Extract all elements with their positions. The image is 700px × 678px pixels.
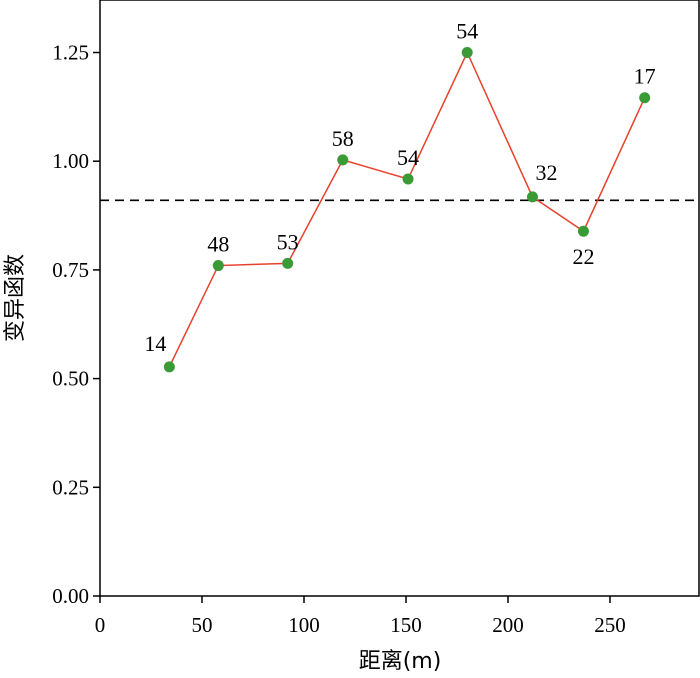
- x-axis-ticks: 0 50 100 150 200 250: [95, 596, 626, 637]
- x-tick-label: 200: [492, 613, 524, 637]
- y-tick-label: 0.00: [52, 584, 89, 608]
- plot-frame: [99, 0, 700, 597]
- data-label: 17: [634, 64, 656, 89]
- data-label: 54: [456, 19, 478, 44]
- data-point: [526, 191, 538, 203]
- data-label: 54: [397, 145, 419, 170]
- x-tick-label: 50: [192, 613, 213, 637]
- x-tick-label: 0: [95, 613, 106, 637]
- data-point: [577, 225, 589, 237]
- data-label: 32: [535, 160, 557, 185]
- data-label-layer: 14 48 53 58 54 54 32 22 17: [144, 19, 655, 356]
- data-point: [337, 154, 349, 166]
- y-tick-label: 1.00: [52, 149, 89, 173]
- x-tick-label: 100: [288, 613, 320, 637]
- series-line: [168, 50, 646, 368]
- data-point: [163, 361, 175, 373]
- y-tick-label: 1.25: [52, 41, 89, 65]
- data-point: [402, 173, 414, 185]
- data-point: [461, 47, 473, 58]
- data-label: 22: [572, 244, 594, 269]
- y-tick-label: 0.75: [52, 258, 89, 282]
- data-point: [639, 92, 651, 104]
- x-tick-label: 250: [594, 613, 626, 637]
- data-point: [282, 257, 294, 269]
- y-tick-label: 0.25: [52, 475, 89, 499]
- y-tick-label: 0.50: [52, 367, 89, 391]
- y-axis-title: 变异函数: [3, 254, 28, 342]
- data-point: [212, 260, 224, 272]
- data-label: 53: [277, 229, 299, 254]
- plot-area-border: [99, 0, 700, 597]
- x-tick-label: 150: [390, 613, 422, 637]
- data-label: 48: [207, 232, 229, 257]
- series-layer: [163, 47, 651, 373]
- data-label: 58: [332, 126, 354, 151]
- data-label: 14: [144, 331, 166, 356]
- y-axis-ticks: 0.00 0.25 0.50 0.75 1.00 1.25: [52, 41, 100, 608]
- x-axis-title: 距离(m): [359, 649, 442, 674]
